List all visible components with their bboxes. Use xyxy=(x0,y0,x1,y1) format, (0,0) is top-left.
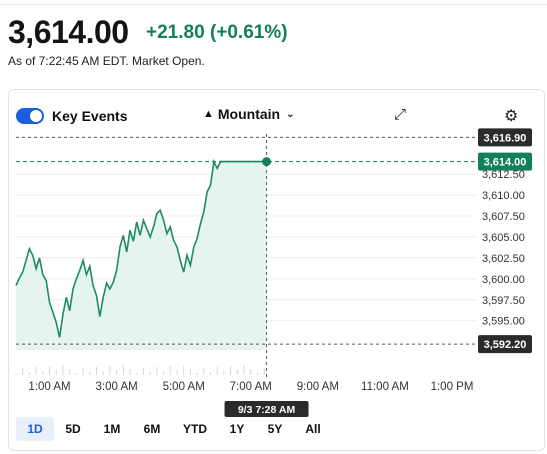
key-events-toggle[interactable] xyxy=(16,108,44,124)
expand-icon[interactable]: ⤢ xyxy=(394,106,407,123)
range-6m[interactable]: 6M xyxy=(143,422,161,436)
mountain-icon: ▲ xyxy=(203,108,214,120)
range-all[interactable]: All xyxy=(305,422,321,436)
y-tick-label: 3,597.50 xyxy=(482,295,525,307)
x-tick-label: 7:00 AM xyxy=(230,381,272,393)
range-1m[interactable]: 1M xyxy=(103,422,121,436)
y-tick-label: 3,607.50 xyxy=(482,211,525,223)
x-tick-label: 3:00 AM xyxy=(96,381,138,393)
chart-style-label: Mountain xyxy=(217,106,281,122)
top-divider xyxy=(0,4,547,5)
last-badge-bg xyxy=(478,152,532,171)
y-tick-label: 3,612.50 xyxy=(482,169,525,181)
quote-timestamp: As of 7:22:45 AM EDT. Market Open. xyxy=(8,54,205,68)
low-badge: 3,592.20 xyxy=(484,339,527,351)
x-tick-label: 1:00 AM xyxy=(28,381,70,393)
chevron-down-icon: ⌄ xyxy=(286,108,295,120)
key-events-label: Key Events xyxy=(52,108,128,124)
gear-icon[interactable]: ⚙ xyxy=(504,108,519,125)
high-badge: 3,616.90 xyxy=(484,132,527,144)
price-line xyxy=(15,158,267,338)
crosshair-time-label: 9/3 7:28 AM xyxy=(238,404,296,416)
area-fill xyxy=(16,161,267,350)
chart-style-selector[interactable]: ▲ Mountain ⌄ xyxy=(203,106,295,122)
low-badge-bg xyxy=(478,335,532,354)
x-tick-label: 11:00 AM xyxy=(361,381,409,393)
high-badge-bg xyxy=(478,128,532,147)
change-amount: +21.80 xyxy=(146,22,205,43)
x-tick-label: 5:00 AM xyxy=(163,381,205,393)
range-selector: 1D 5D 1M 6M YTD 1Y 5Y All xyxy=(16,417,332,441)
range-5d[interactable]: 5D xyxy=(65,422,81,436)
y-tick-label: 3,600.00 xyxy=(482,274,525,286)
range-1d[interactable]: 1D xyxy=(16,417,54,441)
y-tick-label: 3,602.50 xyxy=(482,253,525,265)
last-point-dot[interactable] xyxy=(262,157,272,167)
y-tick-label: 3,595.00 xyxy=(482,316,525,328)
y-tick-label: 3,610.00 xyxy=(482,190,525,202)
crosshair-time-bg xyxy=(224,401,309,417)
last-badge: 3,614.00 xyxy=(484,157,527,169)
range-ytd[interactable]: YTD xyxy=(183,422,207,436)
price-change: +21.80 (+0.61%) xyxy=(146,22,288,44)
chart-panel xyxy=(8,89,545,451)
last-price: 3,614.00 xyxy=(8,14,129,50)
x-tick-label: 1:00 PM xyxy=(431,381,474,393)
range-1y[interactable]: 1Y xyxy=(229,422,245,436)
y-tick-label: 3,605.00 xyxy=(482,232,525,244)
change-percent: (+0.61%) xyxy=(209,22,288,43)
x-tick-label: 9:00 AM xyxy=(297,381,339,393)
range-5y[interactable]: 5Y xyxy=(267,422,283,436)
toggle-knob xyxy=(30,110,42,122)
